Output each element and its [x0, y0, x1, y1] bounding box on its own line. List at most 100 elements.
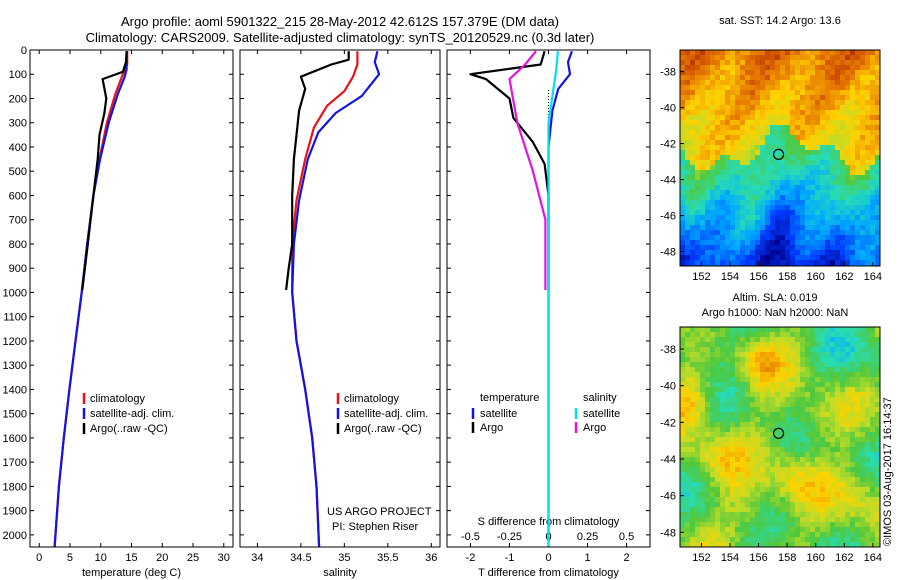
map-cell	[840, 220, 846, 226]
map-cell	[785, 417, 791, 423]
map-cell	[830, 120, 836, 126]
map-cell	[710, 502, 716, 508]
map-cell	[805, 250, 811, 256]
map-cell	[840, 85, 846, 91]
map-cell	[720, 352, 726, 358]
map-cell	[800, 492, 806, 498]
map-cell	[875, 85, 880, 91]
map-cell	[855, 542, 861, 547]
map-cell	[820, 235, 826, 241]
map-cell	[715, 215, 721, 221]
map-cell	[685, 427, 691, 433]
map-cell	[860, 110, 866, 116]
map-cell	[825, 190, 831, 196]
map-cell	[680, 85, 686, 91]
map-cell	[775, 512, 781, 518]
map-cell	[685, 517, 691, 523]
map-cell	[775, 210, 781, 216]
map-cell	[715, 502, 721, 508]
map-cell	[745, 542, 751, 547]
map-cell	[825, 60, 831, 66]
map-cell	[770, 327, 776, 333]
map-cell	[750, 467, 756, 473]
map-cell	[720, 240, 726, 246]
map-cell	[745, 437, 751, 443]
map-cell	[735, 225, 741, 231]
map-cell	[865, 50, 871, 56]
map-cell	[815, 492, 821, 498]
map-cell	[800, 175, 806, 181]
map-cell	[850, 95, 856, 101]
map-cell	[705, 427, 711, 433]
map-cell	[835, 100, 841, 106]
map-cell	[825, 145, 831, 151]
map-cell	[810, 175, 816, 181]
map-cell	[765, 145, 771, 151]
map-cell	[835, 332, 841, 338]
map-cell	[840, 260, 846, 266]
map-cell	[685, 352, 691, 358]
map-cell	[785, 482, 791, 488]
map-cell	[770, 367, 776, 373]
map-cell	[855, 200, 861, 206]
map-cell	[715, 245, 721, 251]
map-cell	[755, 85, 761, 91]
map-cell	[775, 235, 781, 241]
map-cell	[785, 65, 791, 71]
map-cell	[690, 382, 696, 388]
map-cell	[755, 427, 761, 433]
map-cell	[695, 245, 701, 251]
map-cell	[840, 492, 846, 498]
map-cell	[805, 55, 811, 61]
map-cell	[850, 337, 856, 343]
map-cell	[840, 397, 846, 403]
map-cell	[805, 210, 811, 216]
map-cell	[780, 377, 786, 383]
map-cell	[710, 432, 716, 438]
y-tick-label: 1200	[3, 336, 27, 348]
map-cell	[825, 150, 831, 156]
map-cell	[795, 260, 801, 266]
map-cell	[700, 245, 706, 251]
map-cell	[705, 145, 711, 151]
map-cell	[720, 387, 726, 393]
map-cell	[840, 437, 846, 443]
map-cell	[820, 472, 826, 478]
map-cell	[845, 427, 851, 433]
map-cell	[735, 467, 741, 473]
map-cell	[760, 372, 766, 378]
map-cell	[780, 502, 786, 508]
map-cell	[690, 432, 696, 438]
map-cell	[755, 225, 761, 231]
map-cell	[790, 160, 796, 166]
map-cell	[770, 100, 776, 106]
map-cell	[685, 337, 691, 343]
map-cell	[805, 185, 811, 191]
map-cell	[865, 392, 871, 398]
map-cell	[710, 517, 716, 523]
map-cell	[720, 522, 726, 528]
map-cell	[800, 457, 806, 463]
map-cell	[695, 130, 701, 136]
map-cell	[730, 70, 736, 76]
map-cell	[750, 452, 756, 458]
map-cell	[745, 135, 751, 141]
map-cell	[685, 65, 691, 71]
map-cell	[710, 402, 716, 408]
map-cell	[795, 195, 801, 201]
map-cell	[835, 442, 841, 448]
map-cell	[780, 437, 786, 443]
map-cell	[755, 527, 761, 533]
argo-location-marker	[772, 427, 785, 439]
map-cell	[825, 482, 831, 488]
map-cell	[810, 180, 816, 186]
map-cell	[770, 452, 776, 458]
map-cell	[705, 462, 711, 468]
map-cell	[780, 512, 786, 518]
map-cell	[790, 50, 796, 56]
map-cell	[770, 130, 776, 136]
map-cell	[705, 502, 711, 508]
map-cell	[840, 382, 846, 388]
map-cell	[715, 462, 721, 468]
